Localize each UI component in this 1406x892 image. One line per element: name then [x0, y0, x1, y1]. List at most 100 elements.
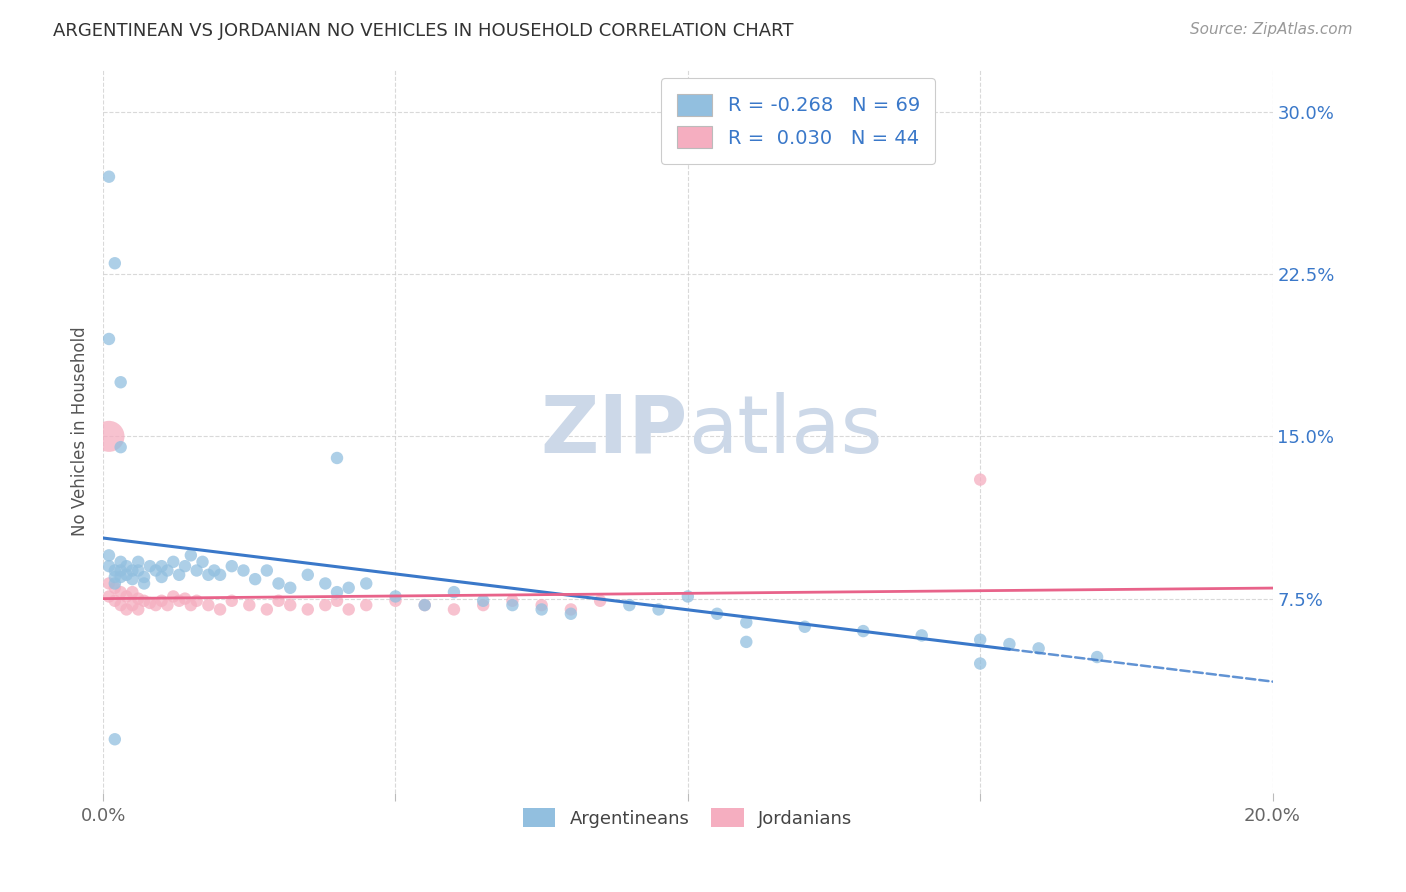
Point	[174, 559, 197, 574]
Point	[115, 602, 138, 616]
Point	[197, 567, 219, 582]
Point	[104, 564, 127, 578]
Point	[413, 598, 436, 612]
Point	[104, 732, 127, 747]
Point	[969, 657, 991, 671]
Point	[110, 598, 132, 612]
Point	[127, 555, 149, 569]
Point	[150, 559, 173, 574]
Point	[115, 559, 138, 574]
Point	[121, 572, 143, 586]
Point	[354, 576, 377, 591]
Point	[969, 473, 991, 487]
Point	[121, 585, 143, 599]
Y-axis label: No Vehicles in Household: No Vehicles in Household	[72, 326, 89, 536]
Text: atlas: atlas	[688, 392, 882, 470]
Point	[98, 549, 121, 563]
Point	[560, 607, 582, 621]
Text: ZIP: ZIP	[540, 392, 688, 470]
Point	[197, 598, 219, 612]
Point	[115, 567, 138, 582]
Point	[121, 598, 143, 612]
Point	[969, 632, 991, 647]
Point	[127, 564, 149, 578]
Point	[384, 594, 406, 608]
Point	[998, 637, 1021, 651]
Legend: Argentineans, Jordanians: Argentineans, Jordanians	[516, 801, 860, 835]
Point	[221, 594, 243, 608]
Point	[1028, 641, 1050, 656]
Point	[191, 555, 214, 569]
Point	[110, 585, 132, 599]
Point	[98, 576, 121, 591]
Point	[472, 598, 495, 612]
Point	[132, 576, 155, 591]
Point	[156, 598, 179, 612]
Point	[104, 576, 127, 591]
Point	[560, 602, 582, 616]
Point	[150, 570, 173, 584]
Text: ARGENTINEAN VS JORDANIAN NO VEHICLES IN HOUSEHOLD CORRELATION CHART: ARGENTINEAN VS JORDANIAN NO VEHICLES IN …	[53, 22, 794, 40]
Point	[202, 564, 225, 578]
Text: Source: ZipAtlas.com: Source: ZipAtlas.com	[1189, 22, 1353, 37]
Point	[337, 602, 360, 616]
Point	[98, 332, 121, 346]
Point	[472, 594, 495, 608]
Point	[104, 570, 127, 584]
Point	[384, 590, 406, 604]
Point	[104, 594, 127, 608]
Point	[793, 620, 815, 634]
Point	[104, 581, 127, 595]
Point	[443, 602, 465, 616]
Point	[98, 590, 121, 604]
Point	[1085, 650, 1108, 665]
Point	[337, 581, 360, 595]
Point	[110, 376, 132, 390]
Point	[162, 590, 184, 604]
Point	[167, 567, 190, 582]
Point	[167, 594, 190, 608]
Point	[110, 440, 132, 454]
Point	[232, 564, 254, 578]
Point	[530, 598, 553, 612]
Point	[115, 590, 138, 604]
Point	[619, 598, 641, 612]
Point	[98, 559, 121, 574]
Point	[354, 598, 377, 612]
Point	[501, 598, 523, 612]
Point	[326, 450, 349, 465]
Point	[530, 602, 553, 616]
Point	[150, 594, 173, 608]
Point	[256, 602, 278, 616]
Point	[589, 594, 612, 608]
Point	[297, 567, 319, 582]
Point	[443, 585, 465, 599]
Point	[314, 576, 336, 591]
Point	[156, 564, 179, 578]
Point	[186, 564, 208, 578]
Point	[121, 564, 143, 578]
Point	[110, 555, 132, 569]
Point	[297, 602, 319, 616]
Point	[174, 591, 197, 606]
Point	[256, 564, 278, 578]
Point	[162, 555, 184, 569]
Point	[145, 598, 167, 612]
Point	[180, 549, 202, 563]
Point	[110, 564, 132, 578]
Point	[145, 564, 167, 578]
Point	[706, 607, 728, 621]
Point	[278, 598, 301, 612]
Point	[104, 256, 127, 270]
Point	[221, 559, 243, 574]
Point	[132, 570, 155, 584]
Point	[413, 598, 436, 612]
Point	[243, 572, 266, 586]
Point	[110, 570, 132, 584]
Point	[267, 576, 290, 591]
Point	[209, 602, 232, 616]
Point	[647, 602, 669, 616]
Point	[676, 590, 699, 604]
Point	[180, 598, 202, 612]
Point	[735, 635, 758, 649]
